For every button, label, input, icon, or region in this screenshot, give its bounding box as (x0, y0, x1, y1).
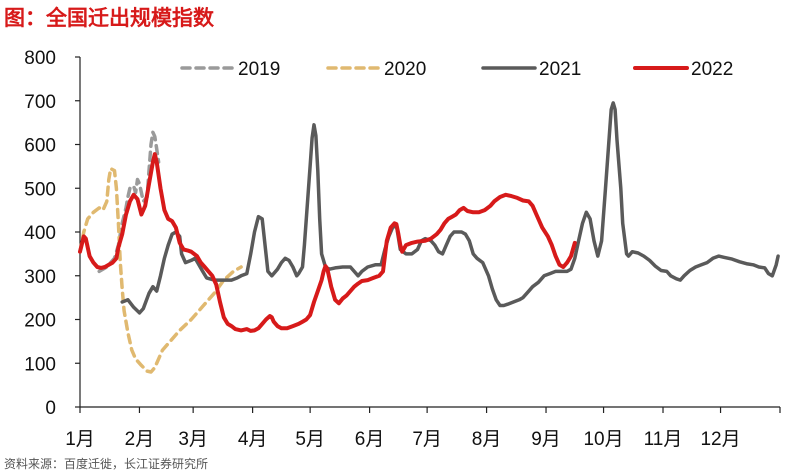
series-line-2021 (120, 101, 780, 315)
y-tick-label: 500 (24, 179, 56, 200)
x-tick-label: 9月 (531, 429, 561, 450)
x-tick-label: 12月 (700, 429, 740, 450)
x-tick-label: 7月 (412, 429, 442, 450)
y-tick-label: 0 (45, 398, 56, 419)
chart-title: 图：全国迁出规模指数 (4, 6, 214, 30)
series-layer (78, 101, 780, 374)
x-tick-label: 6月 (355, 429, 385, 450)
legend-label-2021: 2021 (539, 59, 581, 80)
legend-label-2022: 2022 (691, 59, 733, 80)
y-tick-label: 100 (24, 354, 56, 375)
x-tick-label: 11月 (644, 429, 683, 450)
x-tick-label: 5月 (295, 429, 325, 450)
legend: 2019 2020 2021 2022 (180, 59, 733, 80)
x-tick-label: 1月 (65, 429, 95, 450)
chart-source: 资料来源：百度迁徙，长江证券研究所 (4, 457, 209, 471)
x-tick-label: 2月 (125, 429, 155, 450)
y-tick-label: 700 (24, 92, 56, 113)
x-tick-label: 3月 (178, 429, 208, 450)
legend-label-2020: 2020 (384, 59, 426, 80)
y-tick-label: 200 (24, 311, 56, 332)
series-line-2022 (78, 152, 577, 333)
y-tick-label: 400 (24, 223, 56, 244)
series-line-2020 (78, 166, 243, 374)
series-line-2019 (97, 130, 161, 274)
y-tick-label: 600 (24, 136, 56, 157)
y-tick-label: 300 (24, 267, 56, 288)
x-tick-label: 8月 (472, 429, 502, 450)
y-tick-label: 800 (24, 48, 56, 69)
axes: 0 100 200 300 400 500 600 700 800 1月 2月 3月 4月 5月 6月 7月 8… (24, 48, 781, 450)
x-tick-label: 10月 (583, 429, 623, 450)
x-tick-label: 4月 (238, 429, 268, 450)
legend-label-2019: 2019 (238, 59, 280, 80)
